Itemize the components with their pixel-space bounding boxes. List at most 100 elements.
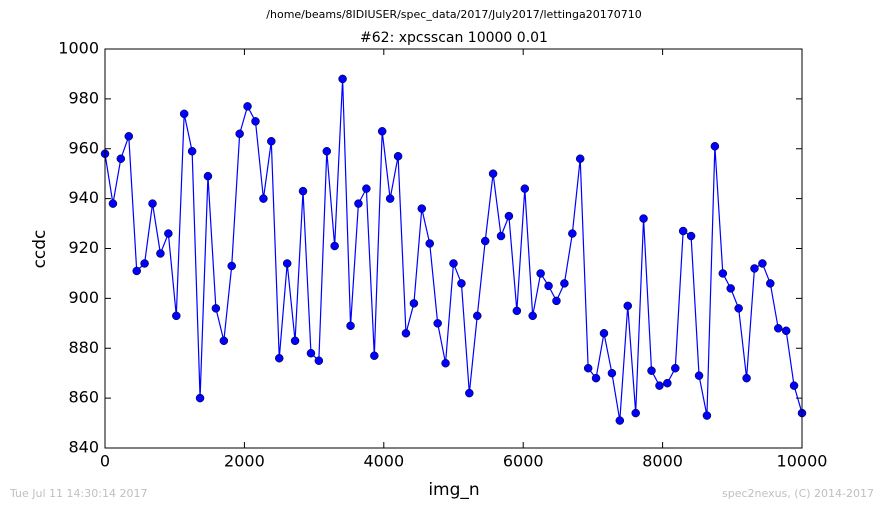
data-point [306, 348, 316, 358]
chart-title: #62: xpcsscan 10000 0.01 [360, 30, 548, 46]
data-point [322, 146, 332, 156]
y-tick-label: 840 [68, 438, 99, 457]
data-point [568, 229, 577, 238]
x-tick-label: 2000 [224, 452, 265, 471]
y-tick-label: 880 [68, 338, 99, 357]
data-point [678, 226, 688, 236]
data-point [504, 211, 514, 221]
data-point [108, 199, 118, 208]
data-point [417, 204, 427, 213]
x-tick-label: 6000 [503, 452, 544, 471]
y-axis-label: ccdc [30, 230, 50, 269]
data-point [227, 261, 236, 271]
data-point [536, 269, 545, 278]
data-point [488, 169, 498, 178]
y-tick-label: 940 [68, 188, 99, 207]
data-point [520, 184, 530, 193]
data-point [710, 142, 720, 151]
data-line [104, 78, 803, 421]
data-point [750, 264, 759, 273]
data-point [116, 154, 126, 163]
data-point [164, 229, 173, 238]
data-point [781, 326, 791, 336]
data-point [409, 299, 419, 308]
data-point [211, 304, 221, 313]
data-point [457, 279, 466, 288]
data-point [473, 311, 482, 321]
data-point [647, 366, 656, 375]
data-point [243, 102, 252, 111]
data-point [599, 329, 609, 338]
data-point [235, 129, 244, 139]
data-point [251, 117, 260, 126]
y-tick-label: 960 [68, 138, 99, 157]
y-tick-label: 860 [68, 388, 99, 407]
data-point [401, 329, 411, 338]
data-point [172, 311, 181, 321]
data-point [734, 304, 743, 313]
data-point [575, 154, 585, 163]
data-point [726, 284, 735, 293]
y-tick-label: 1000 [58, 39, 99, 58]
data-point [742, 373, 751, 383]
data-point [370, 351, 379, 360]
data-point [187, 146, 197, 156]
data-point [132, 266, 141, 276]
data-point [179, 109, 189, 119]
data-point [480, 236, 490, 246]
data-point [377, 127, 387, 136]
data-point [773, 324, 783, 333]
data-point [393, 151, 403, 161]
data-point [385, 194, 395, 203]
data-point [663, 378, 672, 388]
data-point [219, 336, 229, 346]
data-point [275, 353, 284, 363]
data-point [282, 259, 292, 268]
x-tick-label: 0 [100, 452, 110, 471]
data-point [639, 214, 648, 223]
data-point [560, 279, 569, 288]
data-point [140, 259, 149, 268]
data-point [544, 281, 553, 291]
data-point [528, 311, 537, 321]
suptitle: /home/beams/8IDIUSER/spec_data/2017/July… [266, 8, 641, 21]
data-point [314, 356, 324, 365]
x-tick-label: 8000 [642, 452, 683, 471]
data-point [290, 336, 300, 346]
x-tick-label: 4000 [363, 452, 404, 471]
x-tick-label: 10000 [777, 452, 828, 471]
y-tick-label: 920 [68, 238, 99, 257]
data-point [338, 74, 347, 84]
data-point [512, 306, 522, 316]
data-point [298, 186, 308, 196]
data-point [465, 388, 474, 398]
data-point [330, 241, 339, 251]
data-point [607, 368, 617, 378]
data-point [195, 393, 205, 403]
data-point [766, 279, 775, 288]
data-point [694, 371, 704, 380]
footer-right: spec2nexus, (C) 2014-2017 [722, 487, 874, 500]
data-point [124, 132, 134, 141]
data-point [655, 381, 664, 390]
data-point [583, 363, 593, 373]
data-point [354, 199, 363, 208]
footer-left: Tue Jul 11 14:30:14 2017 [9, 487, 147, 500]
data-point [623, 301, 632, 311]
data-point [591, 373, 601, 383]
data-point [362, 184, 371, 193]
data-point [259, 194, 268, 203]
y-tick-label: 900 [68, 288, 99, 307]
data-point [496, 231, 506, 241]
data-point [267, 137, 276, 146]
data-point [615, 416, 625, 425]
data-point [425, 239, 434, 248]
data-point [686, 231, 696, 241]
data-point [789, 381, 799, 390]
data-point [631, 408, 640, 418]
data-point [433, 319, 442, 328]
data-point [148, 199, 157, 208]
data-point [203, 171, 213, 181]
data-point [671, 363, 680, 373]
